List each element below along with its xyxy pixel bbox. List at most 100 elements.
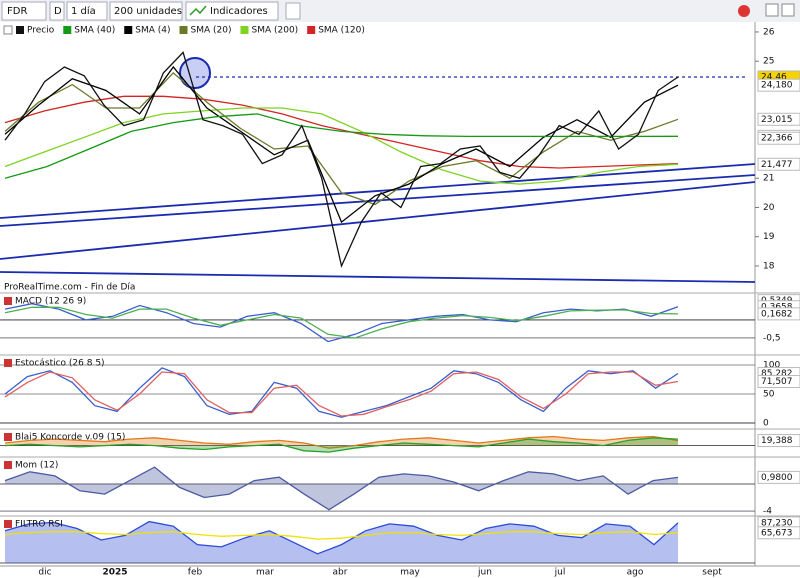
x-tick-label: jun [477,568,492,578]
series-area [5,521,678,563]
series-line [4,65,679,224]
y-tick-label: 0 [763,419,769,429]
trend-line [0,181,756,260]
value-tag-box [757,131,800,145]
trend-line [0,271,756,283]
series-line [4,371,679,417]
value-tag: 87,230 [761,518,793,528]
panel-icon [4,520,12,528]
series-line [4,303,679,343]
panel-icon [4,433,12,441]
value-tag-box [757,526,800,540]
legend-label: SMA (4) [135,26,170,36]
period-box[interactable] [66,1,108,21]
trend-line [0,174,756,227]
x-tick-label: abr [333,568,348,578]
panel-icon [4,359,12,367]
x-tick-label: jul [554,568,566,578]
indicators-box[interactable] [185,1,279,21]
y-tick-label: 18 [763,261,775,271]
value-tag: 71,507 [761,377,793,387]
legend-label: Precio [27,26,55,36]
panel-title: Blai5 Koncorde v.09 (15) [15,433,125,443]
toolbar-button[interactable] [285,2,301,20]
y-tick-label: -4 [763,507,772,517]
value-tag: 0,9800 [761,473,793,483]
minimize-button[interactable] [765,3,779,17]
units: 200 unidades [114,6,182,17]
value-tag: 19,388 [761,436,793,446]
legend-swatch [16,26,24,34]
series-line [4,306,679,339]
y-tick-label: 100 [763,360,780,370]
legend-swatch [124,26,133,34]
value-tag-box [757,157,800,171]
units-box[interactable] [109,1,183,21]
legend-label: SMA (120) [318,26,365,36]
value-tag-box [757,434,800,448]
panel-title: FILTRO RSI [15,520,63,530]
x-tick-label: ago [627,568,644,578]
legend-swatch [307,26,316,34]
value-tag: 24,46 [761,72,787,82]
series-area [5,467,678,510]
value-tag: 0,3658 [761,302,793,312]
y-tick-label: -0,5 [763,333,781,343]
x-tick-label: sept [702,568,722,578]
x-tick-label: feb [188,568,203,578]
legend-label: SMA (40) [74,26,115,36]
series-line [4,367,679,418]
x-tick-label: dic [38,568,51,578]
symbol: FDR [7,6,27,17]
period-icon: D [54,6,62,17]
legend-label: SMA (200) [251,26,298,36]
legend-swatch [240,26,249,34]
legend-icon [3,25,13,35]
panel-title: Estocástico (26 8 5) [15,359,105,369]
series-line [4,437,679,453]
series-line [4,95,679,169]
panel-title: Mom (12) [15,461,58,471]
value-tag-box [757,112,800,126]
value-tag-box [757,78,800,92]
value-tag: 24,180 [761,81,793,91]
value-tag-box [757,375,800,389]
value-tag-box [757,470,800,484]
y-tick-label: 21 [763,174,774,184]
series-line [4,72,679,206]
trend-lines [0,163,756,283]
indicators: Indicadores [210,6,268,17]
value-tag: 21,477 [761,160,793,170]
legend-swatch [179,26,188,34]
symbol-box[interactable] [1,1,47,21]
maximize-button[interactable] [781,3,795,17]
legend-label: SMA (20) [191,26,232,36]
y-tick-label: 25 [763,57,774,67]
value-tag: 0,1682 [761,309,793,319]
series-line [4,466,679,511]
indicators-icon [189,5,207,16]
x-tick-label: may [400,568,420,578]
panel-icon [4,461,12,469]
series-area [5,436,678,449]
y-tick-label: 20 [763,203,775,213]
series-line [4,531,679,540]
source: ProRealTime.com - Fin de Día [4,283,135,293]
period: 1 día [71,5,96,17]
period-icon-box[interactable] [49,1,65,21]
value-tag-box [757,307,800,321]
refresh-icon[interactable] [738,5,750,17]
y-tick-label: 19 [763,232,775,242]
y-tick-label: 50 [763,390,775,400]
value-tag: 22,366 [761,134,793,144]
value-tag: 65,673 [761,528,793,538]
x-tick-label: 2025 [102,568,127,578]
series-line [4,520,679,555]
value-tag: 85,282 [761,369,793,379]
legend-swatch [63,26,72,34]
y-tick-label: 26 [763,27,775,37]
value-tag: 23,015 [761,115,793,125]
series-line [4,435,679,449]
